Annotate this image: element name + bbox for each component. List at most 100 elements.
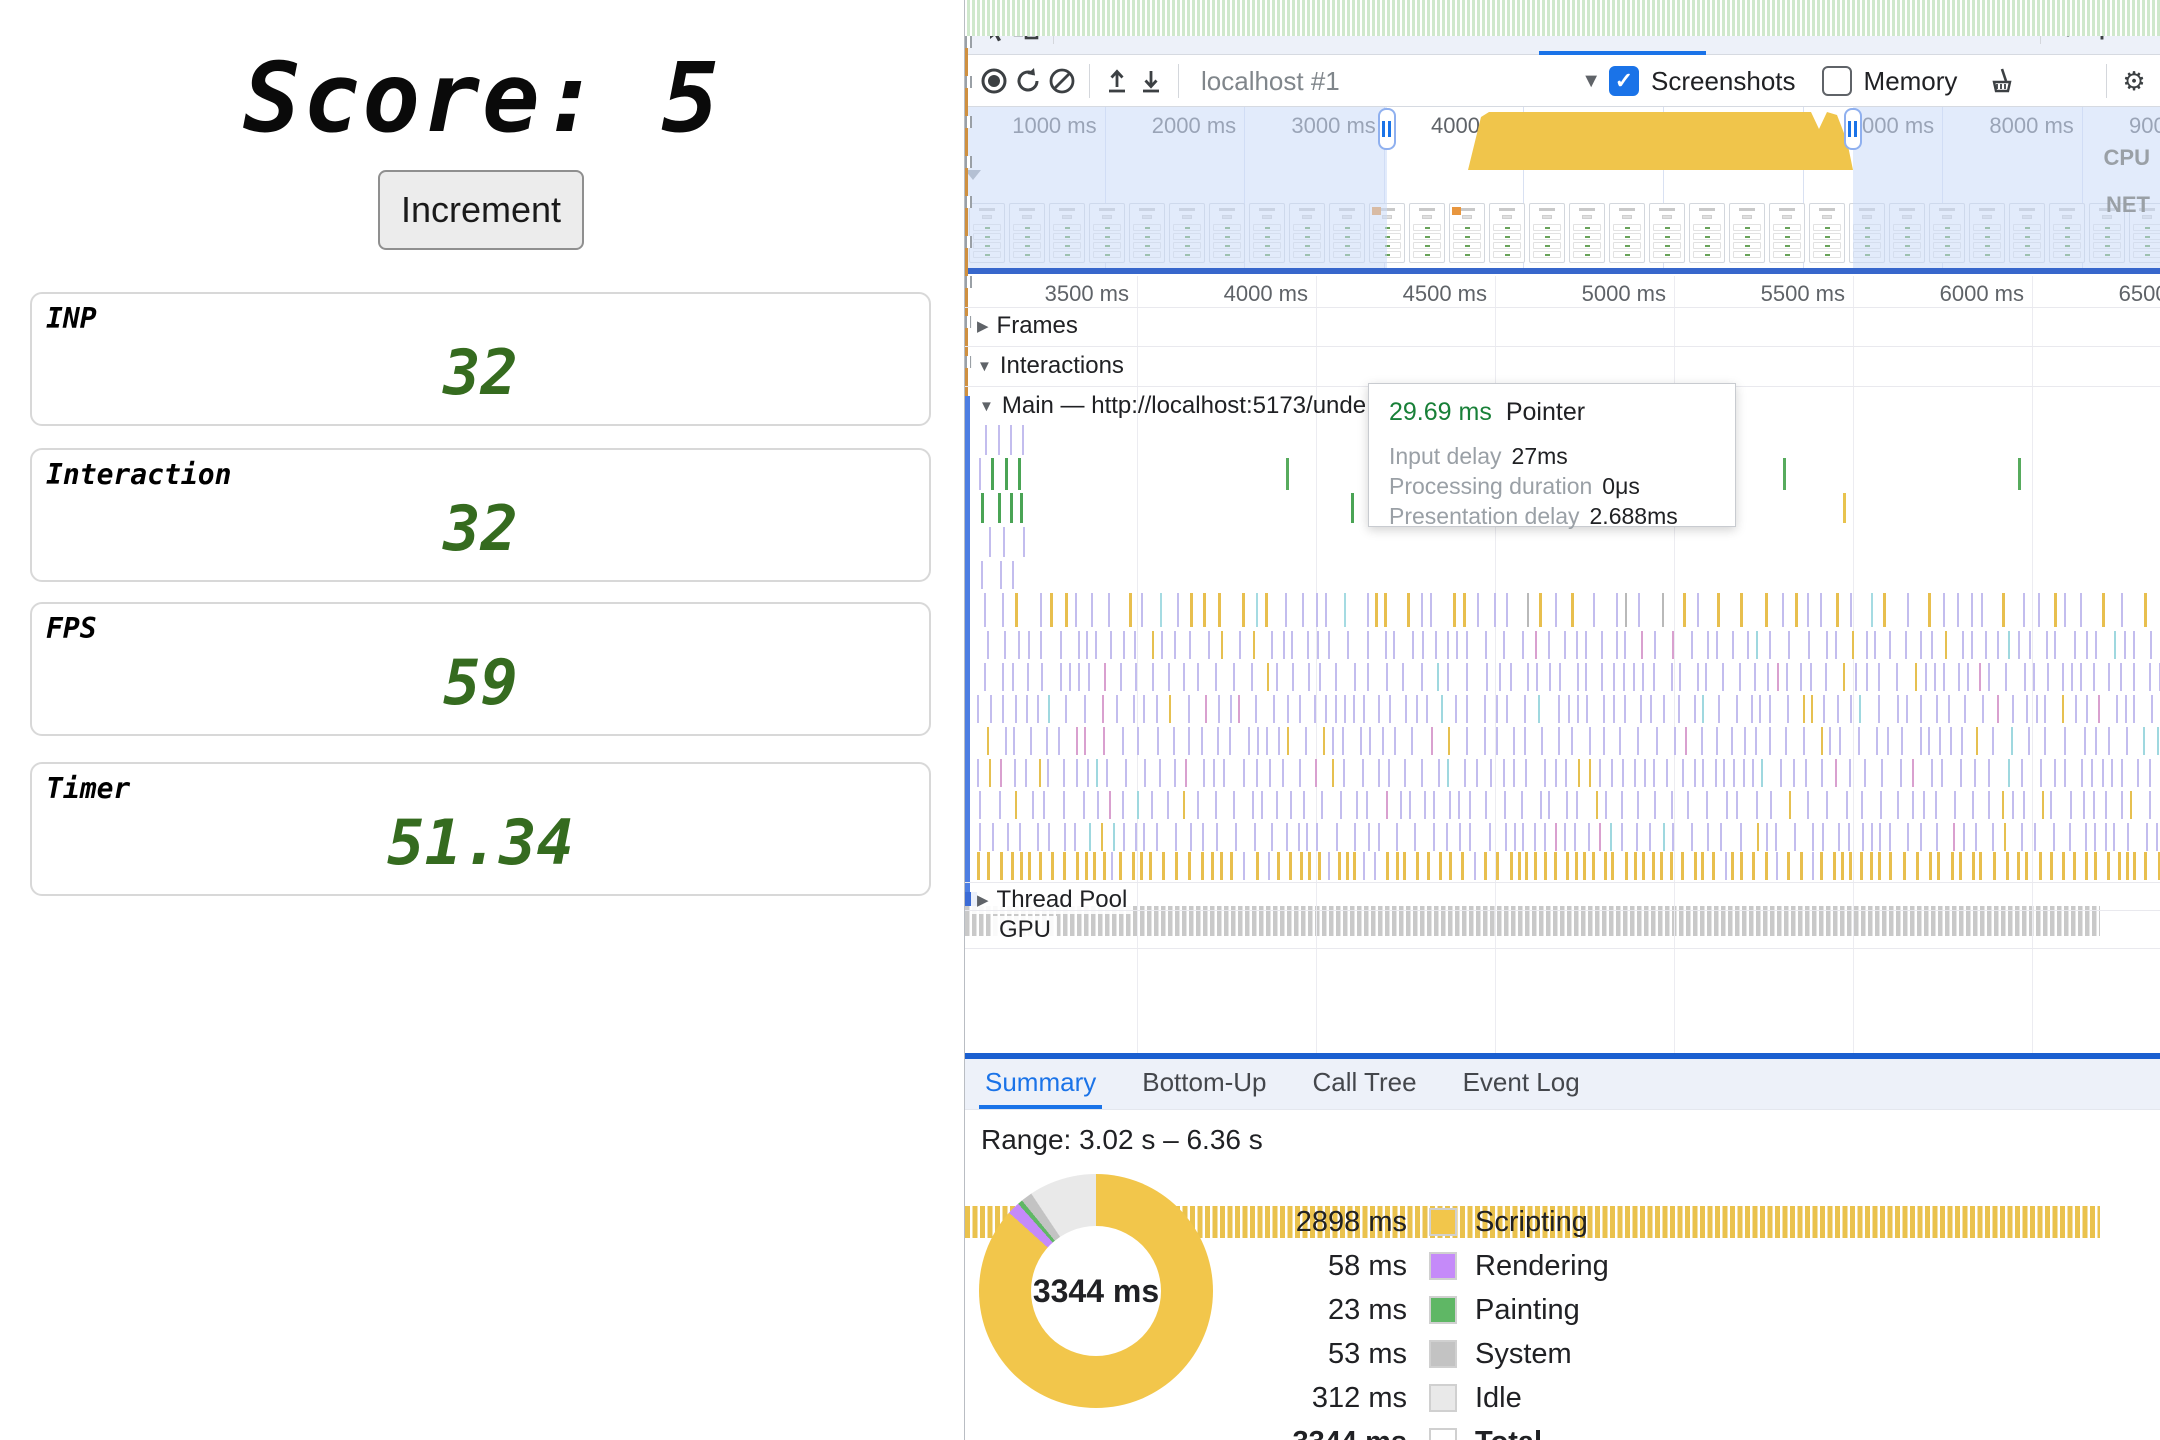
screenshots-checkbox[interactable]: ✓ bbox=[1609, 66, 1639, 96]
interaction-handle-icon[interactable] bbox=[965, 116, 972, 128]
flame-tick bbox=[1512, 759, 1515, 787]
flame-gap bbox=[965, 1334, 973, 1366]
screenshot-thumbnail[interactable] bbox=[1649, 203, 1685, 263]
screenshot-thumbnail[interactable] bbox=[1729, 203, 1765, 263]
flame-tick bbox=[1430, 727, 1433, 755]
record-icon[interactable] bbox=[977, 64, 1011, 98]
interaction-handle-icon[interactable] bbox=[965, 76, 972, 88]
flame-tick bbox=[1764, 852, 1768, 880]
interaction-handle-icon[interactable] bbox=[965, 236, 972, 248]
flame-tick bbox=[1415, 695, 1418, 723]
garbage-collect-icon[interactable] bbox=[1983, 64, 2017, 98]
frames-track-bars bbox=[965, 0, 2160, 36]
screenshot-thumbnail[interactable] bbox=[1609, 203, 1645, 263]
thumb-value bbox=[1385, 245, 1390, 247]
flame-tick bbox=[2068, 823, 2071, 851]
interaction-handle-icon[interactable] bbox=[965, 356, 972, 368]
interaction-marker[interactable] bbox=[965, 288, 968, 316]
download-profile-icon[interactable] bbox=[1134, 64, 1168, 98]
thumb-value bbox=[1505, 236, 1510, 238]
expand-icon[interactable]: ▶ bbox=[977, 318, 989, 335]
flame-tick bbox=[1247, 727, 1250, 755]
panel-resizer[interactable] bbox=[965, 1053, 2160, 1059]
flame-tick bbox=[2120, 759, 2123, 787]
flame-tick bbox=[1495, 852, 1499, 880]
screenshot-thumbnail[interactable] bbox=[1529, 203, 1565, 263]
interaction-marker[interactable] bbox=[965, 248, 968, 276]
screenshot-thumbnail[interactable] bbox=[1569, 203, 1605, 263]
interaction-handle-icon[interactable] bbox=[965, 196, 972, 208]
expand-icon[interactable]: ▶ bbox=[977, 892, 989, 909]
flame-tick bbox=[1912, 759, 1915, 787]
flame-tick bbox=[2125, 727, 2128, 755]
flame-tick bbox=[1106, 759, 1109, 787]
profile-select[interactable]: localhost #1 ▼ bbox=[1189, 61, 1609, 101]
flame-tick bbox=[1949, 727, 1952, 755]
interaction-marker[interactable] bbox=[965, 128, 968, 156]
interaction-handle-icon[interactable] bbox=[965, 316, 972, 328]
flame-tick bbox=[1286, 727, 1289, 755]
flame-tick bbox=[1836, 695, 1839, 723]
increment-button[interactable]: Increment bbox=[378, 170, 584, 250]
flame-tick bbox=[1460, 852, 1464, 880]
main-track-label: ▼ Main — http://localhost:5173/unders bbox=[973, 392, 1366, 420]
interaction-marker[interactable] bbox=[965, 328, 968, 356]
summary-tab-summary[interactable]: Summary bbox=[979, 1059, 1103, 1109]
flame-tick bbox=[1174, 759, 1177, 787]
reload-record-icon[interactable] bbox=[1011, 64, 1045, 98]
flame-tick bbox=[1253, 823, 1256, 851]
selection-handle-left[interactable] bbox=[1377, 108, 1396, 150]
tooltip-row: Input delay 27ms bbox=[1389, 441, 1735, 471]
flame-tick bbox=[1090, 593, 1093, 627]
screenshot-thumbnail[interactable] bbox=[1769, 203, 1805, 263]
flame-tick bbox=[1355, 791, 1358, 819]
thumb-card bbox=[1653, 224, 1681, 231]
interaction-marker[interactable] bbox=[965, 88, 968, 116]
upload-profile-icon[interactable] bbox=[1100, 64, 1134, 98]
flame-tick bbox=[1916, 852, 1920, 880]
flame-tick bbox=[987, 852, 991, 880]
selection-handle-right[interactable] bbox=[1843, 108, 1862, 150]
flame-tick bbox=[1328, 631, 1331, 659]
thumb-button bbox=[1622, 215, 1632, 219]
memory-checkbox[interactable] bbox=[1821, 66, 1852, 96]
flame-tick bbox=[1335, 823, 1338, 851]
screenshot-thumbnail[interactable] bbox=[1489, 203, 1525, 263]
interaction-marker[interactable] bbox=[965, 368, 968, 396]
flame-tick bbox=[1027, 852, 1031, 880]
flame-tick bbox=[1649, 695, 1652, 723]
flame-tick bbox=[1131, 852, 1135, 880]
flame-tick bbox=[2114, 631, 2117, 659]
collapse-icon[interactable]: ▼ bbox=[979, 397, 994, 415]
flame-tick bbox=[2144, 593, 2148, 627]
flame-tick bbox=[2133, 852, 2137, 880]
flame-tick bbox=[1125, 759, 1128, 787]
summary-tab-call-tree[interactable]: Call Tree bbox=[1312, 1066, 1417, 1097]
flame-tick bbox=[1940, 759, 1943, 787]
screenshot-thumbnail[interactable] bbox=[1689, 203, 1725, 263]
clear-icon[interactable] bbox=[1045, 64, 1079, 98]
screenshot-thumbnail[interactable] bbox=[1409, 203, 1445, 263]
flame-tick bbox=[1382, 727, 1385, 755]
interaction-marker[interactable] bbox=[965, 168, 968, 196]
flame-tick bbox=[1861, 823, 1864, 851]
interaction-handle-icon[interactable] bbox=[965, 276, 972, 288]
flame-tick bbox=[2156, 727, 2159, 755]
capture-settings-gear-icon[interactable]: ⚙ bbox=[2122, 65, 2146, 96]
interaction-handle-icon[interactable] bbox=[965, 156, 972, 168]
flame-tick bbox=[1485, 631, 1488, 659]
interaction-marker[interactable] bbox=[965, 48, 968, 76]
summary-tab-event-log[interactable]: Event Log bbox=[1462, 1066, 1580, 1097]
flame-tick bbox=[1611, 759, 1614, 787]
screenshot-thumbnail[interactable] bbox=[1449, 203, 1485, 263]
collapse-icon[interactable]: ▼ bbox=[977, 357, 992, 375]
interaction-handle-icon[interactable] bbox=[965, 36, 972, 48]
flame-tick bbox=[1058, 727, 1061, 755]
interaction-marker[interactable] bbox=[965, 208, 968, 236]
flame-tick bbox=[1283, 631, 1286, 659]
summary-tab-bottom-up[interactable]: Bottom-Up bbox=[1142, 1066, 1267, 1097]
flame-tick bbox=[2146, 823, 2149, 851]
screenshot-thumbnail[interactable] bbox=[1809, 203, 1845, 263]
flame-tick bbox=[2041, 791, 2044, 819]
